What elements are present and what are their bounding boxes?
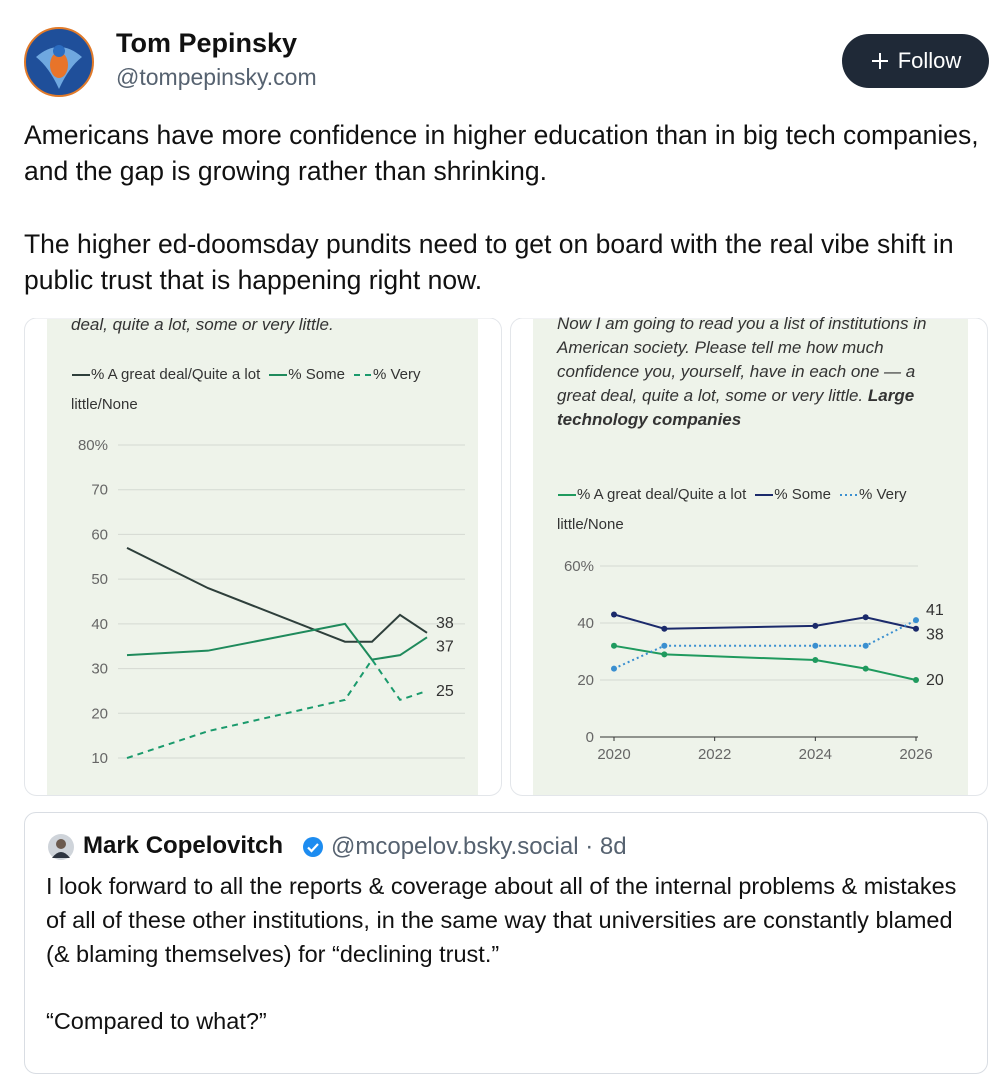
legend-label: % Very little/None xyxy=(557,486,907,533)
chart-title: Now I am going to read you a list of ins… xyxy=(557,312,947,432)
quote-text: I look forward to all the reports & cove… xyxy=(46,873,957,967)
end-label: 20 xyxy=(926,672,944,689)
chart-title: deal, quite a lot, some or very little. xyxy=(71,315,334,334)
chart-title-text: Now I am going to read you a list of ins… xyxy=(557,314,927,405)
quote-author[interactable]: Mark Copelovitch xyxy=(83,832,284,859)
legend-item: % Some xyxy=(754,486,831,503)
y-tick-label: 50 xyxy=(91,571,108,588)
end-label: 38 xyxy=(926,627,944,644)
charts: 80% 70 60 50 40 30 20 10 38 37 25 0 20 40 60% 2020 2022 2… xyxy=(24,318,988,796)
legend-label: % Some xyxy=(774,486,831,503)
follow-label: Follow xyxy=(897,48,962,73)
legend: % A great deal/Quite a lot % Some% Very l… xyxy=(71,360,446,420)
x-tick-label: 2026 xyxy=(899,746,932,763)
legend-item: % A great deal/Quite a lot xyxy=(71,366,260,383)
point xyxy=(812,657,819,664)
legend-swatch xyxy=(72,374,90,377)
legend: % A great deal/Quite a lot % Some% Very l… xyxy=(557,480,937,540)
point xyxy=(661,625,668,632)
point xyxy=(611,642,617,649)
legend-label: % Some xyxy=(288,366,345,383)
y-tick-label: 60 xyxy=(91,526,108,543)
end-label: 37 xyxy=(436,638,454,655)
y-tick-label: 30 xyxy=(91,661,108,678)
legend-label: % A great deal/Quite a lot xyxy=(577,486,747,503)
point xyxy=(812,622,819,629)
quote-avatar[interactable] xyxy=(48,834,74,860)
avatar[interactable] xyxy=(24,27,94,97)
x-tick-label: 2022 xyxy=(698,746,731,763)
legend-item: % Very little/None xyxy=(71,366,421,413)
x-tick-label: 2024 xyxy=(799,746,832,763)
legend-swatch xyxy=(558,494,576,497)
y-tick-label: 0 xyxy=(586,729,594,746)
end-label: 38 xyxy=(436,615,454,632)
post-text: Americans have more confidence in higher… xyxy=(24,120,979,186)
y-tick-label: 40 xyxy=(577,615,594,632)
quote-meta[interactable]: @mcopelov.bsky.social · 8d xyxy=(331,833,627,860)
point xyxy=(862,665,869,672)
point xyxy=(913,625,919,632)
point xyxy=(661,642,668,649)
legend-label: % A great deal/Quite a lot xyxy=(91,366,261,383)
quote-text: “Compared to what?” xyxy=(46,1008,267,1034)
chart-bg xyxy=(47,319,478,795)
series-line xyxy=(126,657,428,759)
y-tick-label: 70 xyxy=(91,482,108,499)
point xyxy=(862,614,869,621)
legend-label: % Very little/None xyxy=(71,366,421,413)
author-name[interactable]: Tom Pepinsky xyxy=(116,28,298,58)
author-handle[interactable]: @tompepinsky.com xyxy=(116,64,317,90)
verified-badge xyxy=(303,837,323,857)
plus-icon xyxy=(871,53,888,69)
series-line xyxy=(126,622,428,661)
point xyxy=(913,617,919,624)
legend-swatch xyxy=(269,374,288,377)
legend-item: % Some xyxy=(268,366,345,383)
y-tick-label: 60% xyxy=(564,558,594,575)
legend-item: % Very little/None xyxy=(557,486,907,533)
end-label: 41 xyxy=(926,602,944,619)
point xyxy=(611,665,617,672)
y-tick-label: 40 xyxy=(91,616,108,633)
post-text: The higher ed-doomsday pundits need to g… xyxy=(24,229,954,295)
follow-button[interactable]: Follow xyxy=(842,34,989,88)
x-tick-label: 2020 xyxy=(597,746,630,763)
y-tick-label: 20 xyxy=(91,705,108,722)
chart-title-emphasis: Large technology companies xyxy=(557,386,915,429)
point xyxy=(661,651,668,658)
point xyxy=(913,677,919,683)
end-label: 25 xyxy=(436,683,454,700)
chart-bg xyxy=(533,319,968,795)
legend-swatch xyxy=(353,374,372,377)
y-tick-label: 10 xyxy=(91,750,108,767)
point xyxy=(812,642,819,649)
y-tick-label: 80% xyxy=(78,437,108,454)
legend-item: % A great deal/Quite a lot xyxy=(557,486,746,503)
y-tick-label: 20 xyxy=(577,672,594,689)
legend-swatch xyxy=(839,494,858,497)
page: Tom Pepinsky @tompepinsky.com Follow Ame… xyxy=(24,27,989,1074)
legend-swatch xyxy=(755,494,774,497)
point xyxy=(862,642,869,649)
point xyxy=(611,611,617,618)
